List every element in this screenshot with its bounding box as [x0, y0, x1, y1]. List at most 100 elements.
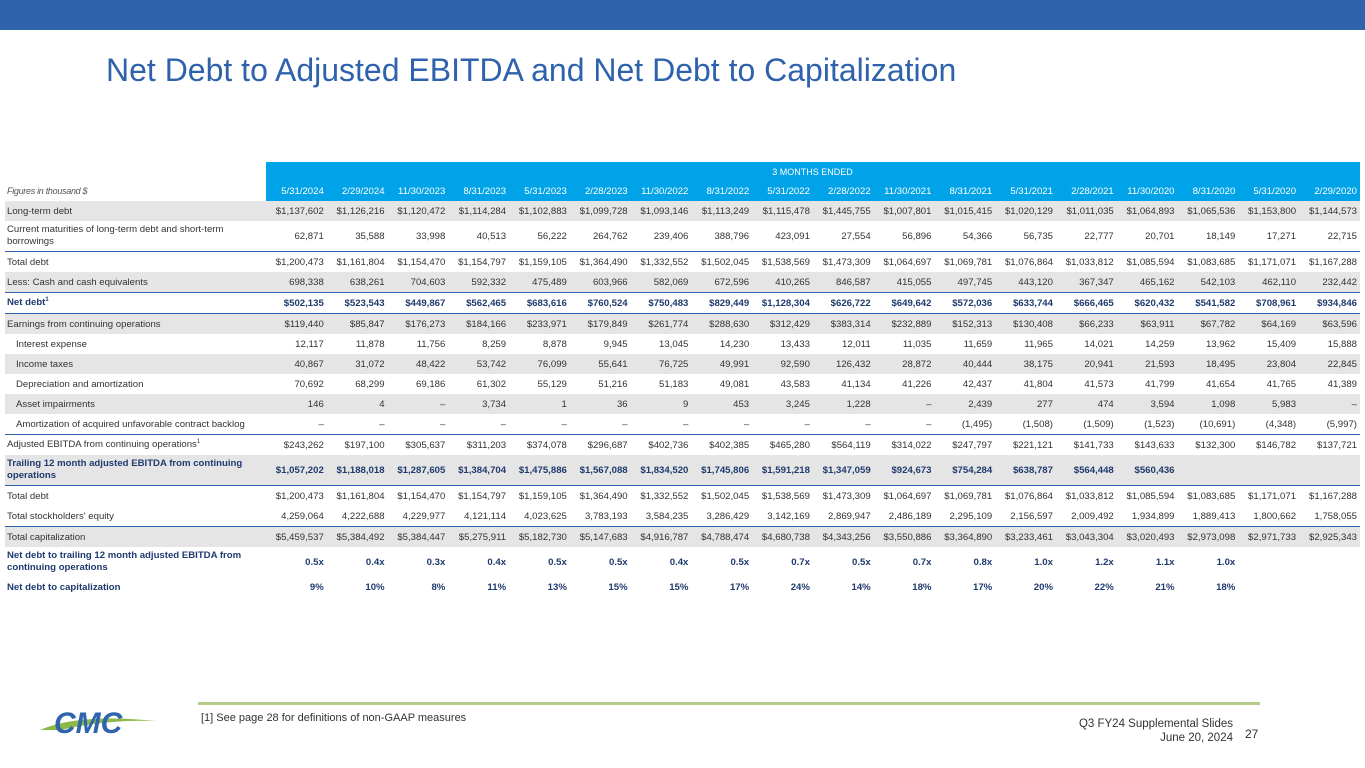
- table-cell: 3,594: [1116, 394, 1178, 414]
- table-cell: 15,409: [1266, 338, 1297, 350]
- table-cell: 638,261: [326, 272, 388, 293]
- table-cell: $754,284: [934, 455, 996, 486]
- table-cell: 0.4x: [487, 556, 507, 568]
- header-spacer: [5, 162, 266, 181]
- table-cell: $1,161,804: [326, 251, 388, 272]
- table-cell: –: [622, 418, 628, 430]
- footnote-marker: 1: [45, 297, 49, 304]
- table-cell: 846,587: [812, 272, 874, 293]
- column-header: 8/31/2023: [448, 181, 510, 201]
- table-cell: 1,228: [812, 394, 874, 414]
- table-cell: $1,834,520: [630, 455, 692, 486]
- table-cell: $626,722: [812, 292, 874, 314]
- column-header: 2/29/2020: [1299, 181, 1360, 201]
- table-cell: 56,735: [1023, 230, 1053, 242]
- table-cell: [1238, 547, 1299, 577]
- table-cell: $67,782: [1177, 313, 1239, 334]
- table-cell: 40,867: [266, 354, 327, 374]
- table-cell: $1,159,105: [509, 251, 570, 272]
- table-cell: 35,588: [355, 230, 385, 242]
- logo-text: CMC: [54, 707, 124, 739]
- table-cell: 49,991: [691, 354, 753, 374]
- table-cell: $5,384,447: [387, 526, 449, 547]
- table-cell: 2,295,109: [949, 510, 993, 522]
- table-cell: [1177, 455, 1239, 486]
- table-cell: $1,591,218: [752, 455, 813, 486]
- table-cell: 15%: [608, 581, 628, 593]
- table-cell: $1,154,797: [448, 251, 510, 272]
- table-cell: 12,011: [842, 338, 871, 350]
- period-header-row: 3 MONTHS ENDED: [5, 162, 1360, 181]
- table-cell: 4,023,625: [524, 510, 567, 522]
- table-row: Income taxes 40,867 31,072 48,422 53,742 76,0…: [5, 354, 1360, 374]
- table-cell: 17%: [973, 581, 993, 593]
- table-cell: $1,154,470: [387, 251, 449, 272]
- table-cell: $1,171,071: [1238, 251, 1300, 272]
- column-header: 11/30/2023: [387, 181, 449, 201]
- table-cell: 672,596: [691, 272, 753, 293]
- table-cell: 0.5x: [305, 556, 324, 568]
- table-cell: 33,998: [415, 230, 446, 242]
- table-cell: $221,121: [995, 434, 1056, 455]
- table-cell: –: [865, 418, 871, 430]
- table-cell: $66,233: [1055, 313, 1117, 334]
- table-cell: (1,508): [1022, 418, 1053, 430]
- table-row: Adjusted EBITDA from continuing operatio…: [5, 434, 1360, 455]
- table-cell: $1,154,797: [448, 485, 510, 506]
- table-cell: 4,222,688: [341, 510, 385, 522]
- table-cell: 22,777: [1084, 230, 1114, 242]
- table-cell: 0.5x: [730, 556, 750, 568]
- table-cell: $1,083,685: [1177, 251, 1239, 272]
- table-cell: 8,878: [542, 338, 567, 350]
- table-cell: 27,554: [841, 230, 871, 242]
- table-cell: $1,064,697: [873, 485, 935, 506]
- table-cell: $1,015,415: [934, 201, 996, 221]
- row-label-text: Net debt to trailing 12 month adjusted E…: [7, 550, 242, 573]
- row-label-text: Amortization of acquired unfavorable con…: [16, 418, 245, 430]
- figures-label: Figures in thousand $: [7, 186, 88, 196]
- logo-swoosh: [40, 718, 156, 730]
- table-cell: $572,036: [934, 292, 996, 314]
- table-cell: 8,259: [482, 338, 507, 350]
- row-label: Total debt: [5, 251, 267, 272]
- table-cell: $179,849: [569, 313, 631, 334]
- table-cell: $924,673: [873, 455, 935, 486]
- table-cell: 38,175: [995, 354, 1056, 374]
- period-label: 3 MONTHS ENDED: [266, 162, 1360, 181]
- table-cell: 465,162: [1116, 272, 1178, 293]
- table-cell: $1,076,864: [995, 251, 1056, 272]
- table-cell: $130,408: [995, 313, 1056, 334]
- table-cell: 11,659: [963, 338, 993, 350]
- table-cell: 43,583: [780, 378, 810, 390]
- table-cell: 9%: [309, 581, 324, 593]
- row-label-text: Asset impairments: [16, 398, 95, 410]
- row-label: Trailing 12 month adjusted EBITDA from c…: [5, 455, 267, 486]
- table-cell: $1,167,288: [1299, 485, 1360, 506]
- table-cell: 474: [1055, 394, 1117, 414]
- table-cell: –: [873, 394, 935, 414]
- table-cell: $1,115,478: [752, 201, 813, 221]
- row-label: Income taxes: [5, 354, 267, 374]
- row-label-text: Total stockholders' equity: [7, 510, 114, 522]
- table-row: Asset impairments 146 4–3,734 1 36 9 453 3,245 1…: [5, 394, 1360, 414]
- table-cell: $63,911: [1116, 313, 1178, 334]
- table-cell: $1,538,569: [752, 251, 813, 272]
- table-cell: 17%: [729, 581, 750, 593]
- table-cell: $2,971,733: [1238, 526, 1300, 547]
- table-cell: 56,896: [902, 230, 932, 242]
- table-row: Trailing 12 month adjusted EBITDA from c…: [5, 455, 1360, 486]
- table-cell: $1,502,045: [691, 251, 753, 272]
- row-label: Net debt1: [5, 292, 267, 314]
- table-cell: 41,804: [1023, 378, 1053, 390]
- table-cell: $1,099,728: [569, 201, 631, 221]
- table-cell: 21%: [1155, 581, 1175, 593]
- table-cell: –: [318, 418, 324, 430]
- table-cell: 264,762: [592, 230, 628, 242]
- table-cell: 2,156,597: [1010, 510, 1053, 522]
- table-cell: 41,799: [1145, 378, 1175, 390]
- row-label-text: Earnings from continuing operations: [7, 318, 161, 330]
- table-cell: 61,302: [476, 378, 507, 390]
- column-header: 2/28/2021: [1055, 181, 1117, 201]
- top-banner: [0, 0, 1365, 30]
- table-cell: 18%: [912, 581, 932, 593]
